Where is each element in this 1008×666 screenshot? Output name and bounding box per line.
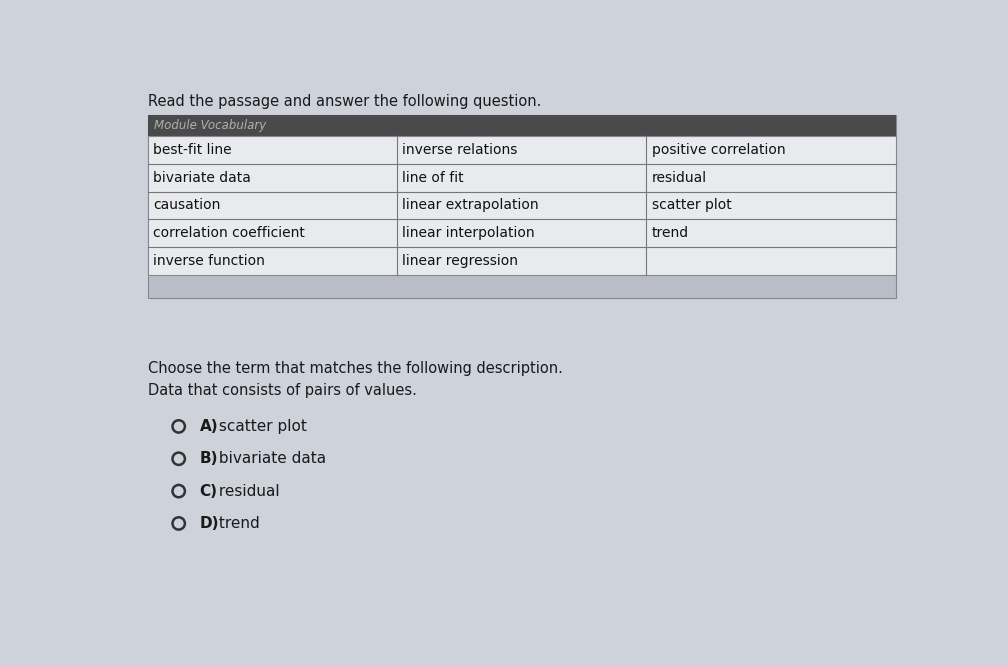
Text: best-fit line: best-fit line xyxy=(153,143,232,157)
FancyBboxPatch shape xyxy=(148,136,895,275)
Text: Choose the term that matches the following description.: Choose the term that matches the followi… xyxy=(148,361,562,376)
Text: trend: trend xyxy=(214,516,259,531)
Text: C): C) xyxy=(200,484,218,499)
Text: Module Vocabulary: Module Vocabulary xyxy=(154,119,266,132)
Text: A): A) xyxy=(200,419,219,434)
Text: inverse relations: inverse relations xyxy=(402,143,518,157)
Text: bivariate data: bivariate data xyxy=(153,170,251,184)
Text: scatter plot: scatter plot xyxy=(652,198,732,212)
Text: positive correlation: positive correlation xyxy=(652,143,785,157)
Text: scatter plot: scatter plot xyxy=(214,419,306,434)
Text: inverse function: inverse function xyxy=(153,254,265,268)
Text: linear interpolation: linear interpolation xyxy=(402,226,535,240)
Text: Read the passage and answer the following question.: Read the passage and answer the followin… xyxy=(148,94,541,109)
Text: residual: residual xyxy=(652,170,707,184)
Text: Data that consists of pairs of values.: Data that consists of pairs of values. xyxy=(148,382,416,398)
Text: linear extrapolation: linear extrapolation xyxy=(402,198,539,212)
Text: bivariate data: bivariate data xyxy=(214,452,326,466)
FancyBboxPatch shape xyxy=(148,115,895,298)
Text: D): D) xyxy=(200,516,219,531)
Text: line of fit: line of fit xyxy=(402,170,464,184)
Text: B): B) xyxy=(200,452,218,466)
Text: causation: causation xyxy=(153,198,221,212)
Text: trend: trend xyxy=(652,226,688,240)
FancyBboxPatch shape xyxy=(148,115,895,136)
Text: residual: residual xyxy=(214,484,279,499)
Text: correlation coefficient: correlation coefficient xyxy=(153,226,305,240)
Text: linear regression: linear regression xyxy=(402,254,518,268)
